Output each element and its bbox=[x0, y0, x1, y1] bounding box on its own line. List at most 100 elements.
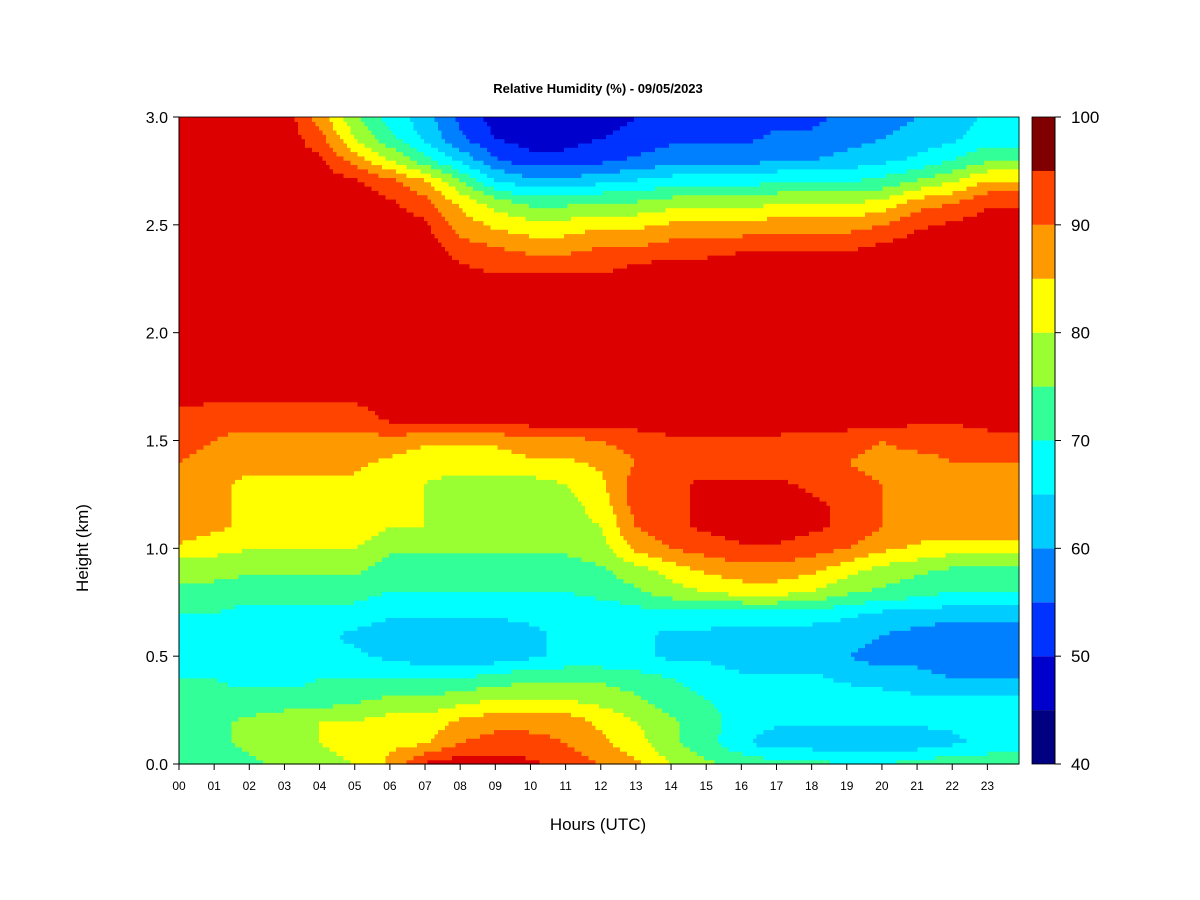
heatmap-cell bbox=[232, 402, 236, 407]
heatmap-cell bbox=[186, 169, 190, 174]
heatmap-cell bbox=[232, 669, 236, 674]
heatmap-cell bbox=[183, 290, 187, 295]
heatmap-cell bbox=[214, 117, 218, 122]
heatmap-cell bbox=[197, 518, 201, 523]
heatmap-cell bbox=[225, 164, 229, 169]
heatmap-cell bbox=[200, 734, 204, 739]
heatmap-cell bbox=[239, 164, 243, 169]
heatmap-cell bbox=[228, 281, 232, 286]
heatmap-cell bbox=[235, 725, 239, 730]
heatmap-cell bbox=[239, 531, 243, 536]
heatmap-cell bbox=[190, 488, 194, 493]
heatmap-cell bbox=[221, 570, 225, 575]
heatmap-cell bbox=[235, 656, 239, 661]
heatmap-cell bbox=[186, 466, 190, 471]
heatmap-cell bbox=[267, 579, 271, 584]
heatmap-cell bbox=[228, 147, 232, 152]
heatmap-cell bbox=[246, 436, 250, 441]
heatmap-cell bbox=[263, 695, 267, 700]
heatmap-cell bbox=[207, 449, 211, 454]
heatmap-cell bbox=[235, 717, 239, 722]
heatmap-cell bbox=[270, 548, 274, 553]
heatmap-cell bbox=[239, 298, 243, 303]
heatmap-cell bbox=[263, 367, 267, 372]
heatmap-cell bbox=[221, 747, 225, 752]
heatmap-cell bbox=[190, 208, 194, 213]
heatmap-cell bbox=[190, 673, 194, 678]
heatmap-cell bbox=[200, 208, 204, 213]
heatmap-cell bbox=[232, 384, 236, 389]
heatmap-cell bbox=[235, 626, 239, 631]
heatmap-cell bbox=[190, 281, 194, 286]
heatmap-cell bbox=[256, 717, 260, 722]
heatmap-cell bbox=[225, 639, 229, 644]
heatmap-cell bbox=[214, 363, 218, 368]
heatmap-cell bbox=[263, 294, 267, 299]
heatmap-cell bbox=[256, 574, 260, 579]
heatmap-cell bbox=[207, 686, 211, 691]
heatmap-cell bbox=[207, 579, 211, 584]
heatmap-cell bbox=[193, 229, 197, 234]
heatmap-cell bbox=[179, 190, 183, 195]
heatmap-cell bbox=[193, 169, 197, 174]
heatmap-cell bbox=[256, 195, 260, 200]
heatmap-cell bbox=[221, 742, 225, 747]
heatmap-cell bbox=[277, 725, 281, 730]
heatmap-cell bbox=[260, 527, 264, 532]
heatmap-cell bbox=[228, 212, 232, 217]
heatmap-cell bbox=[218, 169, 222, 174]
heatmap-cell bbox=[179, 492, 183, 497]
heatmap-cell bbox=[193, 389, 197, 394]
heatmap-cell bbox=[253, 229, 257, 234]
heatmap-cell bbox=[225, 449, 229, 454]
heatmap-cell bbox=[267, 510, 271, 515]
heatmap-cell bbox=[277, 721, 281, 726]
heatmap-cell bbox=[246, 505, 250, 510]
heatmap-cell bbox=[193, 380, 197, 385]
heatmap-cell bbox=[225, 583, 229, 588]
heatmap-cell bbox=[197, 251, 201, 256]
heatmap-cell bbox=[197, 656, 201, 661]
heatmap-cell bbox=[267, 652, 271, 657]
heatmap-cell bbox=[267, 359, 271, 364]
heatmap-cell bbox=[228, 729, 232, 734]
heatmap-cell bbox=[253, 488, 257, 493]
heatmap-cell bbox=[204, 574, 208, 579]
heatmap-cell bbox=[263, 432, 267, 437]
heatmap-cell bbox=[260, 514, 264, 519]
heatmap-cell bbox=[197, 475, 201, 480]
heatmap-cell bbox=[221, 320, 225, 325]
heatmap-cell bbox=[232, 290, 236, 295]
heatmap-cell bbox=[221, 384, 225, 389]
heatmap-cell bbox=[190, 380, 194, 385]
heatmap-cell bbox=[270, 190, 274, 195]
heatmap-cell bbox=[211, 669, 215, 674]
heatmap-cell bbox=[281, 678, 285, 683]
heatmap-cell bbox=[281, 682, 285, 687]
heatmap-cell bbox=[270, 535, 274, 540]
heatmap-cell bbox=[186, 397, 190, 402]
heatmap-cell bbox=[179, 436, 183, 441]
heatmap-cell bbox=[204, 268, 208, 273]
heatmap-cell bbox=[263, 264, 267, 269]
heatmap-cell bbox=[218, 255, 222, 260]
heatmap-cell bbox=[200, 268, 204, 273]
heatmap-cell bbox=[277, 410, 281, 415]
heatmap-cell bbox=[214, 139, 218, 144]
heatmap-cell bbox=[186, 143, 190, 148]
heatmap-cell bbox=[260, 397, 264, 402]
heatmap-cell bbox=[246, 359, 250, 364]
heatmap-cell bbox=[249, 410, 253, 415]
heatmap-cell bbox=[221, 406, 225, 411]
heatmap-cell bbox=[232, 177, 236, 182]
heatmap-cell bbox=[197, 522, 201, 527]
heatmap-cell bbox=[267, 712, 271, 717]
heatmap-cell bbox=[218, 337, 222, 342]
heatmap-cell bbox=[249, 290, 253, 295]
heatmap-cell bbox=[274, 734, 278, 739]
heatmap-cell bbox=[253, 281, 257, 286]
heatmap-cell bbox=[235, 673, 239, 678]
heatmap-cell bbox=[214, 285, 218, 290]
heatmap-cell bbox=[183, 678, 187, 683]
heatmap-cell bbox=[277, 484, 281, 489]
